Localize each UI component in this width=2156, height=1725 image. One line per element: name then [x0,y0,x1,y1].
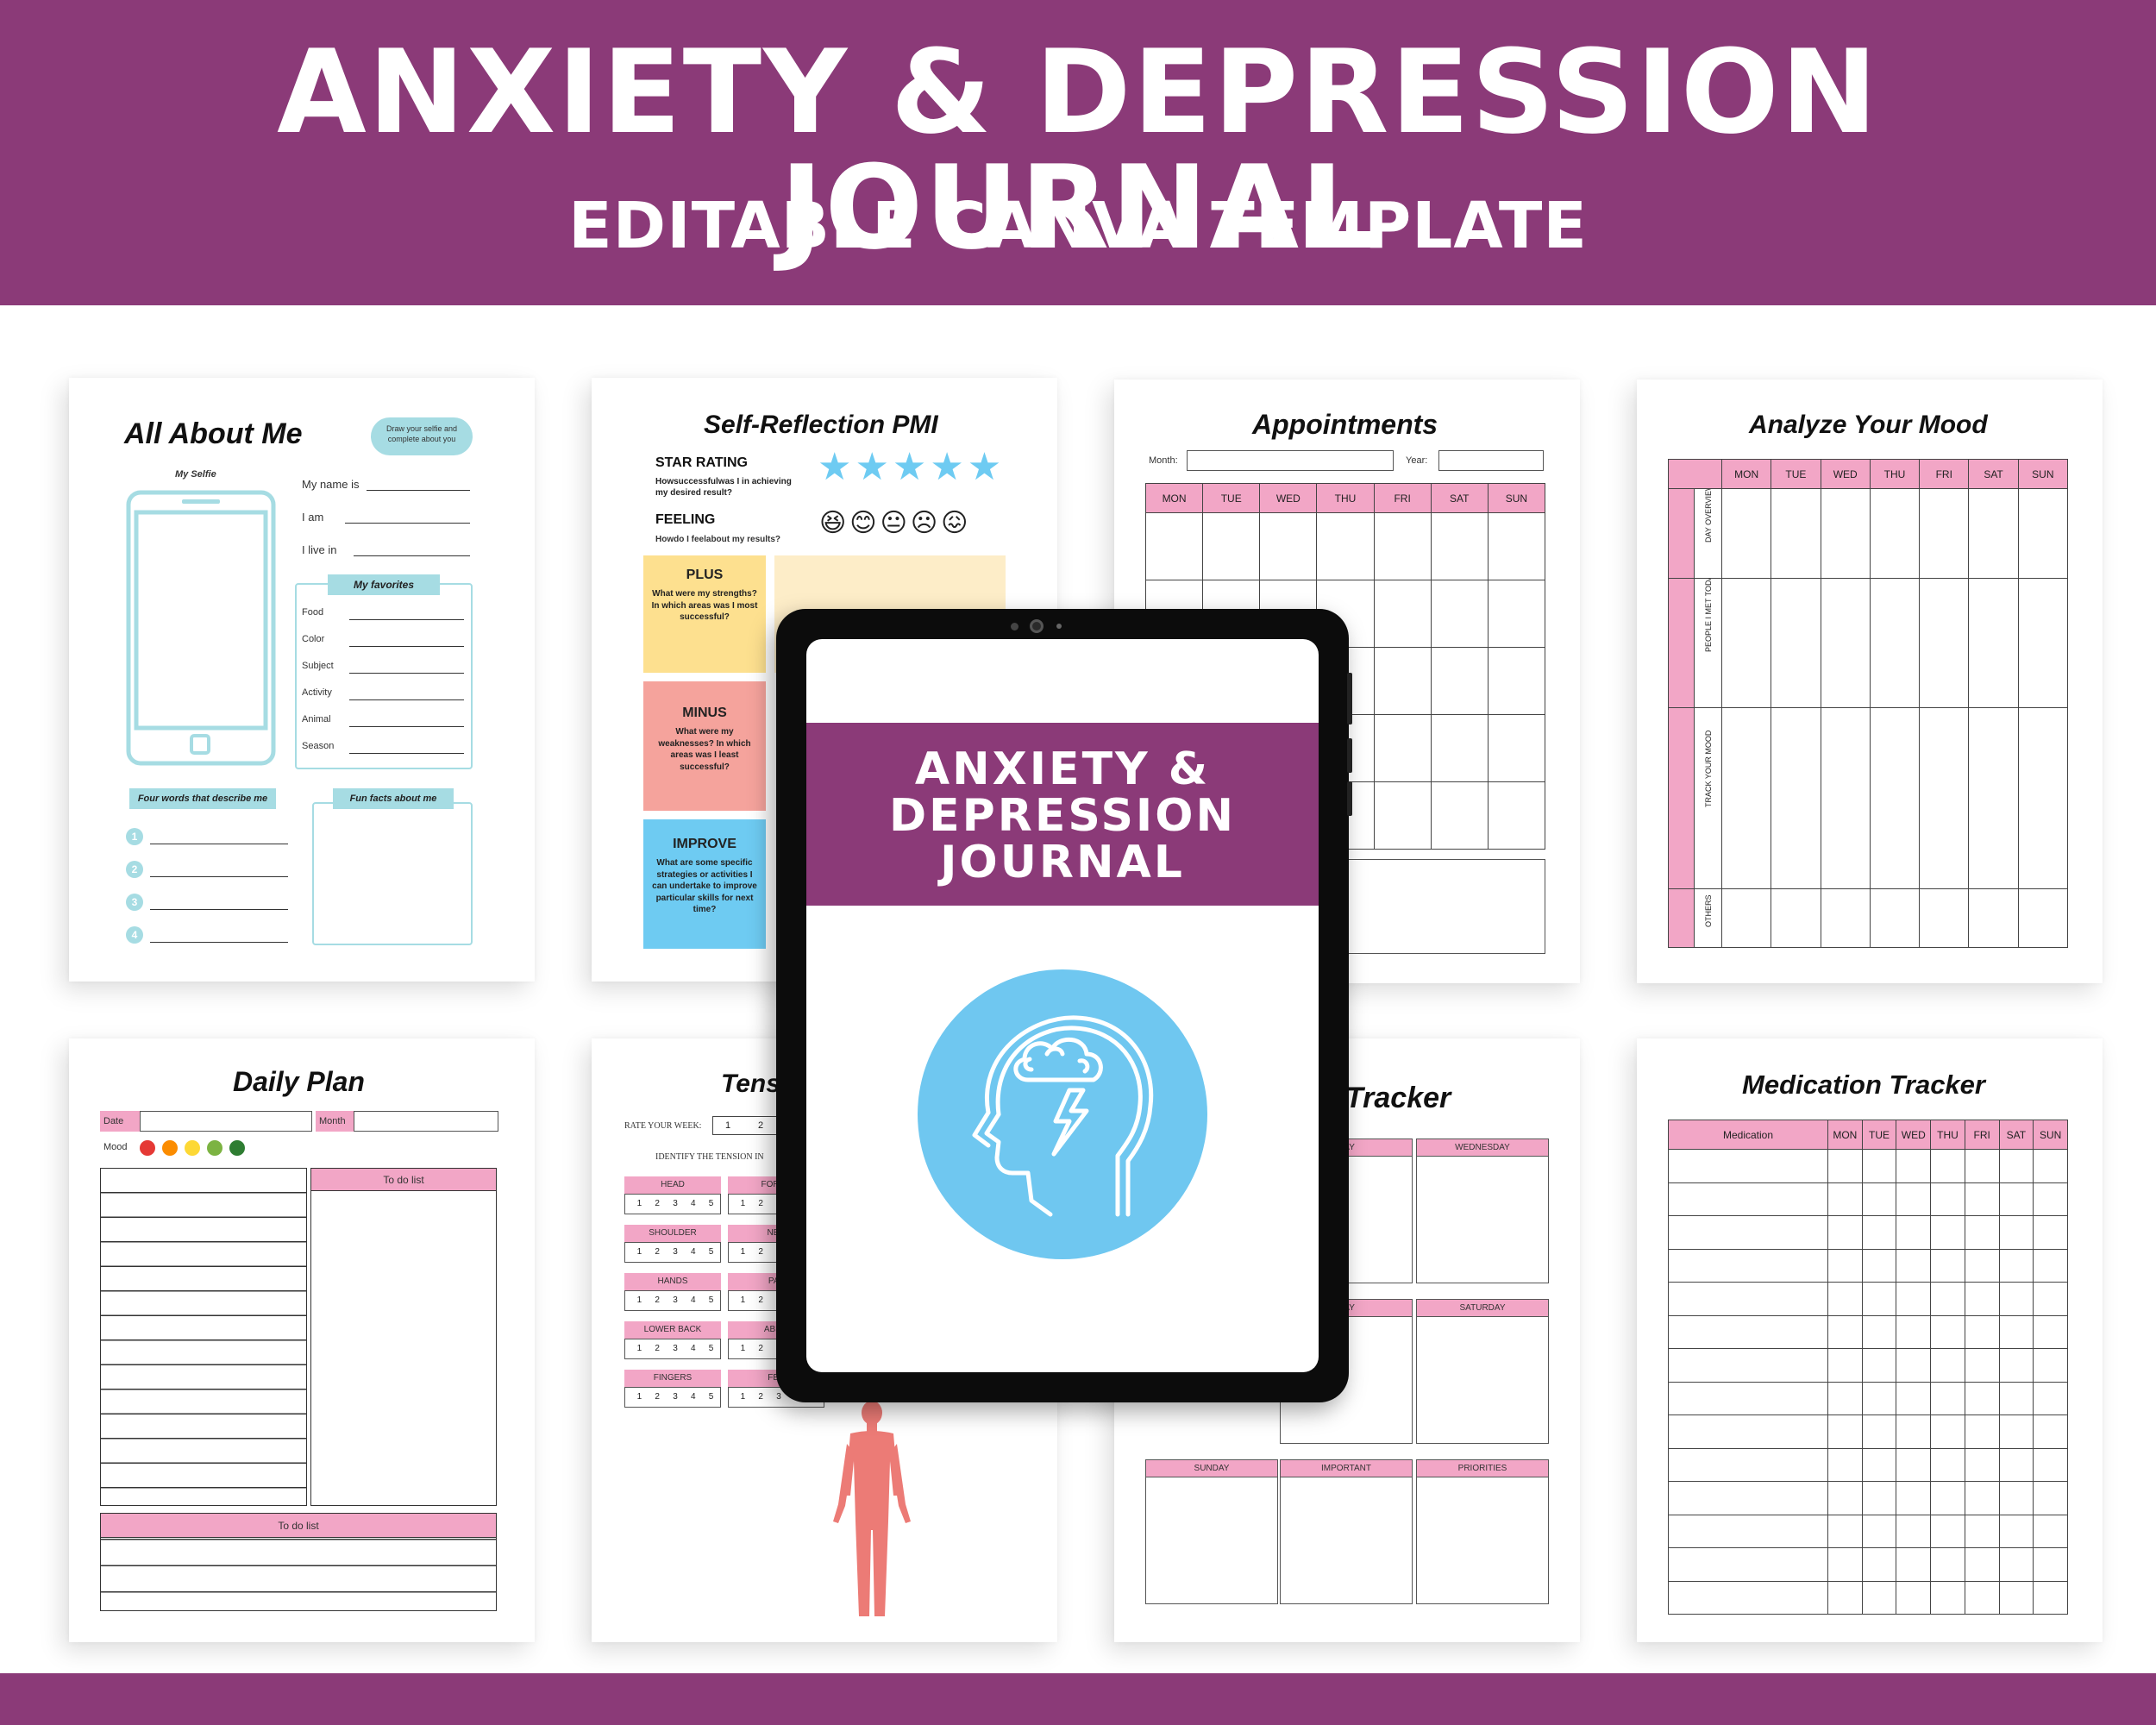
todo-header: To do list [311,1169,496,1191]
table-row [1668,1481,2068,1515]
cover-title-line3: JOURNAL [940,837,1185,888]
month-label: Month: [1149,455,1178,466]
star-rating-label: STAR RATING [655,455,748,470]
cover-title-line1: ANXIETY & [914,743,1211,795]
table-row [1668,1348,2068,1383]
camera-lens [1030,619,1044,633]
four-words-list: 1 2 3 4 [126,828,290,959]
page-title: Appointments [1252,409,1438,440]
side-button [1347,781,1352,816]
feeling-label: FEELING [655,512,716,527]
tablet-screen: ANXIETY & DEPRESSION JOURNAL [806,639,1319,1372]
table-row [1668,1314,2068,1349]
mood-face-icon [140,1140,155,1156]
human-body-figure-icon [833,1401,911,1616]
mood-face-icon: 😆 [819,508,850,538]
table-row [1668,1282,2068,1316]
bottom-todo-header: To do list [101,1514,496,1538]
star-question: Howsuccessfulwas I in achieving my desir… [655,477,792,498]
medication-grid: Medication MON TUE WED THU FRI SAT SUN [1668,1120,2068,1615]
table-row [1668,1248,2068,1283]
mood-face-icon: 😐 [880,508,911,538]
date-label: Date [100,1111,140,1132]
mood-grid: MON TUE WED THU FRI SAT SUN DAY OVERVIEW PEOPL… [1668,459,2069,948]
table-row [1668,1215,2068,1250]
table-row [1668,1447,2068,1482]
mood-face-icon: 😊 [849,508,881,538]
page-title: Tens [721,1070,780,1098]
cover-circle [918,969,1207,1259]
phone-frame-icon [126,490,276,766]
mood-face-icons: 😆😊😐☹😖 [819,511,971,536]
mood-face-icon [162,1140,178,1156]
table-row [1668,1149,2068,1183]
mood-face-icon: ☹ [910,508,942,538]
star-icon: ★★★★★ [818,446,1006,488]
favorites-title: My favorites [328,574,440,595]
date-input[interactable] [140,1111,312,1132]
tablet-device: ANXIETY & DEPRESSION JOURNAL [776,609,1352,1402]
sub-title: EDITABLE CANVA TEMPLATE [568,189,1588,263]
table-row [1668,1580,2068,1615]
page-analyze-mood: Analyze Your Mood MON TUE WED THU FRI SAT SUN … [1637,380,2103,983]
month-input[interactable] [354,1111,498,1132]
month-input[interactable] [1187,450,1394,471]
brain-storm-head-icon [972,1015,1154,1217]
table-row [1668,1414,2068,1449]
fun-facts-box [312,802,473,945]
plus-card: PLUS What were my strengths? In which ar… [643,555,766,673]
page-title: Medication Tracker [1742,1070,1985,1100]
page-all-about-me: All About Me Draw your selfie and comple… [69,378,535,982]
camera-dot [1011,623,1018,630]
four-words-title: Four words that describe me [129,788,276,809]
mood-face-icon [229,1140,245,1156]
improve-card: IMPROVE What are some specific strategie… [643,819,766,949]
table-row [1668,1381,2068,1415]
mood-face-icon [207,1140,222,1156]
month-label: Month [316,1111,354,1132]
feeling-question: Howdo I feelabout my results? [655,535,781,544]
field-live-label: I live in [302,543,337,556]
mood-face-icon: 😖 [941,508,972,538]
page-medication-tracker: Medication Tracker Medication MON TUE WED TH… [1637,1038,2103,1642]
year-label: Year: [1406,455,1428,466]
cover-band: ANXIETY & DEPRESSION JOURNAL [806,723,1319,906]
field-iam-label: I am [302,511,324,524]
rate-week-label: RATE YOUR WEEK: [624,1121,702,1131]
table-row [1668,1182,2068,1216]
page-title: Analyze Your Mood [1749,411,1988,439]
field-name-label: My name is [302,478,360,491]
tension-left-col: HEAD 1 2 3 4 5 SHOULDER 1 2 3 4 5 HANDS 1 2 3 4 5 LOWER… [624,1176,721,1418]
mood-face-icon [185,1140,200,1156]
todo-box [310,1168,497,1506]
page-title: All About Me [124,417,303,450]
selfie-label: My Selfie [175,469,216,480]
table-row [1668,1547,2068,1582]
side-button [1347,738,1352,773]
identify-label: IDENTIFY THE TENSION IN [655,1152,764,1162]
footer-bar [0,1673,2156,1725]
tip-badge: Draw your selfie and complete about you [371,417,473,455]
mood-scale [140,1140,245,1160]
sensor-dot [1056,624,1062,629]
year-input[interactable] [1438,450,1544,471]
favorites-list: Food Color Subject Activity Animal Seaso… [302,607,466,768]
header-banner: ANXIETY & DEPRESSION JOURNAL EDITABLE CA… [0,0,2156,305]
mood-label: Mood [103,1142,128,1152]
minus-card: MINUS What were my weaknesses? In which … [643,681,766,811]
side-button [1347,673,1352,724]
fun-facts-title: Fun facts about me [333,788,454,809]
cover-title-line2: DEPRESSION [889,790,1236,842]
page-title: Self-Reflection PMI [704,411,938,439]
table-row [1668,1514,2068,1548]
main-title: ANXIETY & DEPRESSION JOURNAL [277,25,1879,275]
page-daily-plan: Daily Plan Date Month Mood To do list To… [69,1038,535,1642]
page-title: Tracker [1345,1082,1451,1114]
schedule-lines [100,1168,307,1506]
page-title: Daily Plan [233,1066,365,1097]
